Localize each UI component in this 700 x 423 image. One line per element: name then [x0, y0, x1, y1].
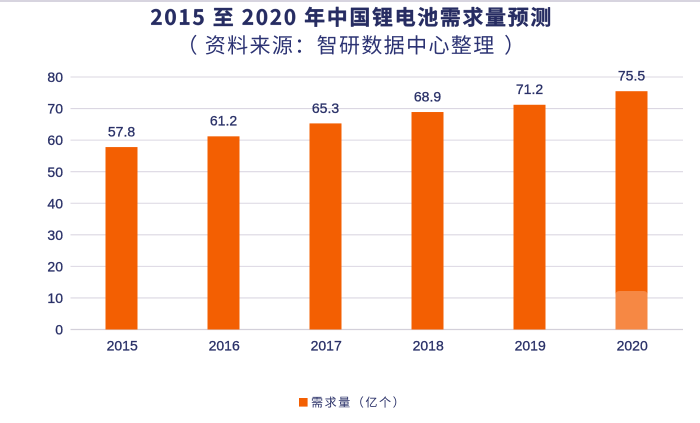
- svg-text:71.2: 71.2: [516, 81, 543, 97]
- svg-text:2019: 2019: [515, 338, 546, 354]
- svg-text:40: 40: [47, 195, 63, 211]
- svg-text:2017: 2017: [311, 338, 342, 354]
- svg-text:30: 30: [47, 227, 63, 243]
- svg-text:75.5: 75.5: [618, 68, 645, 84]
- svg-text:61.2: 61.2: [210, 113, 237, 129]
- svg-text:2018: 2018: [413, 338, 444, 354]
- svg-text:65.3: 65.3: [312, 100, 339, 116]
- svg-text:2015: 2015: [107, 338, 138, 354]
- svg-text:20: 20: [47, 258, 63, 274]
- svg-text:10: 10: [47, 290, 63, 306]
- svg-text:50: 50: [47, 164, 63, 180]
- svg-text:57.8: 57.8: [108, 123, 135, 139]
- svg-text:80: 80: [47, 69, 63, 85]
- svg-text:60: 60: [47, 132, 63, 148]
- svg-text:2016: 2016: [209, 338, 240, 354]
- svg-text:70: 70: [47, 101, 63, 117]
- svg-text:68.9: 68.9: [414, 88, 441, 104]
- svg-text:2020: 2020: [617, 338, 648, 354]
- svg-text:0: 0: [55, 322, 63, 338]
